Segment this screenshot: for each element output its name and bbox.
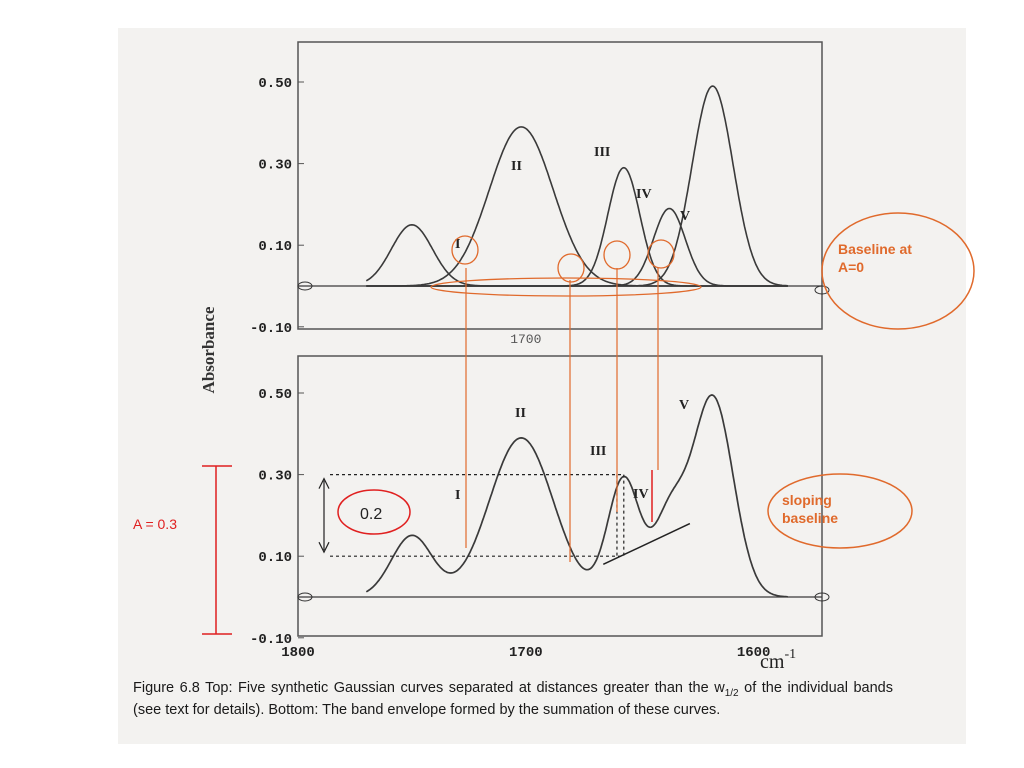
x-unit-label: cm-1 [760, 647, 796, 673]
scanned-page [118, 28, 966, 744]
height-arrow-head-down [318, 541, 330, 554]
band-envelope [365, 394, 788, 598]
baseline-overlap-ellipse [430, 277, 702, 297]
top-gaussian-curves [298, 85, 822, 287]
caption-line-1: Figure 6.8 Top: Five synthetic Gaussian … [133, 680, 725, 696]
y-tick-label: 0.30 [258, 158, 292, 174]
y-tick-label: 0.30 [258, 469, 292, 485]
y-tick-label: -0.10 [250, 321, 292, 337]
height-arrow-head-up [318, 477, 330, 489]
caption-line-2: the individual bands (see text for detai… [133, 680, 893, 718]
y-tick-label: 0.10 [258, 239, 292, 255]
gaussian-band-V [366, 85, 788, 287]
y-tick-label: 0.50 [258, 387, 292, 403]
caption-w-sub: 1/2 [724, 687, 739, 699]
x-tick-label: 1600 [737, 645, 771, 661]
red-bracket-label: A = 0.3 [133, 516, 177, 532]
top-panel-frame [297, 41, 823, 330]
x-tick-label: 1700 [510, 332, 541, 347]
top-peak-label-II: II [511, 159, 522, 174]
baseline-callout-ellipse [821, 212, 975, 330]
bottom-envelope [298, 394, 822, 598]
annotations [297, 235, 830, 602]
bottom-panel-frame [297, 355, 823, 637]
caption-line-3: of these curves. [617, 701, 721, 718]
y-tick-label: 0.10 [258, 550, 292, 566]
sloping-baseline-text-1: sloping [782, 492, 832, 508]
height-callout-ellipse [337, 489, 411, 535]
y-axis-label: Absorbance [199, 306, 218, 393]
crossing-circle [557, 253, 585, 283]
bottom-peak-label-V: V [679, 398, 689, 413]
sloping-baseline-callout-ellipse [767, 473, 913, 549]
top-peak-label-III: III [594, 145, 610, 160]
crossing-circle [603, 240, 631, 270]
bottom-peak-label-IV: IV [633, 487, 649, 502]
baseline-callout-text-2: A=0 [838, 259, 864, 275]
baseline-end-marker [814, 285, 830, 295]
caption-line-1-end: of [738, 680, 757, 696]
baseline-end-marker [814, 592, 830, 602]
top-peak-label-V: V [680, 209, 690, 224]
figure-caption: Figure 6.8 Top: Five synthetic Gaussian … [133, 680, 893, 719]
x-tick-label: 1800 [281, 645, 315, 661]
y-tick-label: -0.10 [250, 632, 292, 648]
y-tick-label: 0.50 [258, 76, 292, 92]
baseline-end-marker [297, 281, 313, 291]
baseline-end-marker [297, 592, 313, 602]
gaussian-band-II [366, 126, 788, 287]
bottom-peak-label-III: III [590, 444, 606, 459]
top-y-tick-labels: 0.50 0.30 0.10 -0.10 1700 [250, 76, 541, 347]
bottom-peak-label-II: II [515, 406, 526, 421]
x-tick-label: 1700 [509, 645, 543, 661]
sloping-baseline-line [602, 522, 691, 566]
bottom-peak-label-I: I [455, 488, 460, 503]
height-callout-label: 0.2 [360, 506, 382, 523]
baseline-callout-text-1: Baseline at [838, 241, 912, 257]
sloping-baseline-text-2: baseline [782, 510, 838, 526]
crossing-circle [647, 239, 675, 269]
gaussian-band-IV [366, 207, 788, 287]
top-peak-label-IV: IV [636, 187, 652, 202]
gaussian-band-III [366, 166, 788, 287]
top-peak-label-I: I [455, 237, 460, 252]
crossing-circle [451, 235, 479, 265]
